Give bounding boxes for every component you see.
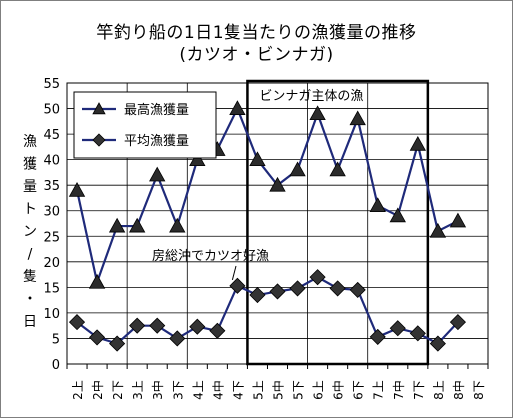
data-point-triangle bbox=[169, 217, 186, 233]
data-point-diamond bbox=[68, 314, 86, 331]
data-point-diamond bbox=[149, 317, 166, 334]
y-tick-label: 10 bbox=[43, 307, 60, 322]
y-axis-label-char: 量 bbox=[23, 179, 37, 195]
x-tick-label: 7下 bbox=[412, 380, 426, 400]
data-point-diamond bbox=[189, 318, 206, 335]
y-axis-label-char: ト bbox=[23, 202, 37, 218]
y-tick-label: 45 bbox=[43, 128, 60, 143]
y-axis-label-char: 隻 bbox=[23, 269, 37, 285]
x-tick-label: 2下 bbox=[111, 380, 125, 400]
data-point-triangle bbox=[429, 222, 447, 238]
legend-marker-triangle bbox=[92, 102, 106, 115]
data-point-triangle bbox=[409, 135, 427, 151]
legend-marker-diamond bbox=[92, 133, 106, 147]
data-point-diamond bbox=[389, 320, 406, 337]
data-point-diamond bbox=[209, 322, 226, 339]
y-tick-label: 35 bbox=[43, 179, 60, 194]
y-tick-label: 50 bbox=[43, 103, 60, 118]
data-point-diamond bbox=[169, 330, 186, 347]
data-point-diamond bbox=[449, 314, 466, 331]
y-axis-label-char: 漁 bbox=[23, 134, 37, 150]
y-tick-label: 15 bbox=[43, 281, 60, 296]
data-point-diamond bbox=[369, 328, 386, 345]
data-point-triangle bbox=[108, 217, 126, 233]
data-point-triangle bbox=[389, 207, 406, 223]
x-tick-label: 6中 bbox=[331, 380, 346, 400]
x-tick-label: 7中 bbox=[391, 380, 406, 400]
x-tick-label: 6上 bbox=[312, 380, 326, 400]
y-tick-label: 5 bbox=[52, 332, 60, 347]
y-axis-label-char: ・ bbox=[23, 292, 37, 308]
data-point-triangle bbox=[329, 161, 346, 177]
data-point-diamond bbox=[349, 281, 366, 298]
data-point-triangle bbox=[128, 217, 146, 233]
chart-subtitle: (カツオ・ビンナガ) bbox=[179, 45, 334, 65]
y-tick-label: 0 bbox=[52, 358, 60, 373]
x-tick-label: 3中 bbox=[150, 380, 165, 400]
x-tick-label: 5中 bbox=[271, 380, 286, 400]
annotation-label: 房総沖でカツオ好漁 bbox=[152, 248, 269, 264]
x-tick-label: 4下 bbox=[231, 380, 245, 400]
legend-box bbox=[73, 91, 217, 159]
x-tick-label: 6下 bbox=[352, 380, 366, 400]
data-point-diamond bbox=[129, 317, 146, 334]
data-point-triangle bbox=[449, 212, 467, 228]
x-tick-label: 8上 bbox=[432, 380, 446, 400]
y-tick-label: 20 bbox=[43, 256, 60, 271]
data-point-triangle bbox=[229, 100, 246, 115]
x-tick-label: 5上 bbox=[251, 380, 265, 400]
x-tick-label: 4中 bbox=[210, 380, 225, 400]
y-axis-label-char: 日 bbox=[23, 314, 37, 330]
data-point-diamond bbox=[89, 329, 106, 346]
data-point-diamond bbox=[229, 277, 246, 294]
legend-label: 平均漁獲量 bbox=[124, 134, 189, 149]
x-tick-label: 2中 bbox=[90, 380, 105, 400]
y-tick-label: 30 bbox=[43, 205, 60, 220]
data-point-diamond bbox=[329, 280, 346, 297]
data-point-diamond bbox=[309, 269, 326, 286]
data-point-diamond bbox=[109, 335, 126, 352]
data-point-diamond bbox=[249, 286, 266, 304]
x-tick-label: 8下 bbox=[472, 380, 486, 400]
y-tick-label: 25 bbox=[43, 230, 60, 245]
data-point-triangle bbox=[369, 197, 386, 213]
data-point-triangle bbox=[68, 181, 86, 197]
x-tick-label: 3下 bbox=[171, 380, 185, 400]
x-tick-label: 3上 bbox=[131, 380, 145, 400]
x-tick-label: 2上 bbox=[71, 380, 85, 400]
legend-label: 最高漁獲量 bbox=[124, 102, 189, 118]
data-point-triangle bbox=[269, 176, 286, 192]
data-point-triangle bbox=[149, 166, 166, 182]
data-point-triangle bbox=[289, 161, 306, 177]
data-point-triangle bbox=[88, 273, 106, 289]
y-axis-label-char: / bbox=[28, 247, 33, 263]
y-tick-label: 40 bbox=[43, 154, 60, 169]
annotation-leader bbox=[231, 265, 237, 280]
y-axis-label-char: 獲 bbox=[23, 157, 37, 173]
annotation-label: ビンナガ主体の漁 bbox=[259, 89, 363, 104]
data-point-diamond bbox=[409, 325, 426, 342]
data-point-diamond bbox=[269, 283, 286, 300]
x-tick-label: 4上 bbox=[191, 380, 205, 400]
data-point-triangle bbox=[349, 110, 366, 126]
data-point-diamond bbox=[429, 335, 446, 352]
data-point-diamond bbox=[289, 280, 306, 297]
x-tick-label: 5下 bbox=[292, 380, 306, 400]
x-tick-label: 7上 bbox=[372, 380, 386, 400]
y-axis-label-char: ン bbox=[23, 224, 37, 240]
x-tick-label: 8中 bbox=[451, 380, 466, 400]
highlight-box bbox=[246, 79, 430, 366]
y-tick-label: 55 bbox=[43, 77, 60, 92]
data-point-triangle bbox=[309, 105, 326, 121]
data-point-triangle bbox=[189, 151, 206, 167]
data-point-triangle bbox=[249, 151, 266, 167]
chart-title: 竿釣り船の1日1隻当たりの漁獲量の推移 bbox=[96, 23, 417, 43]
